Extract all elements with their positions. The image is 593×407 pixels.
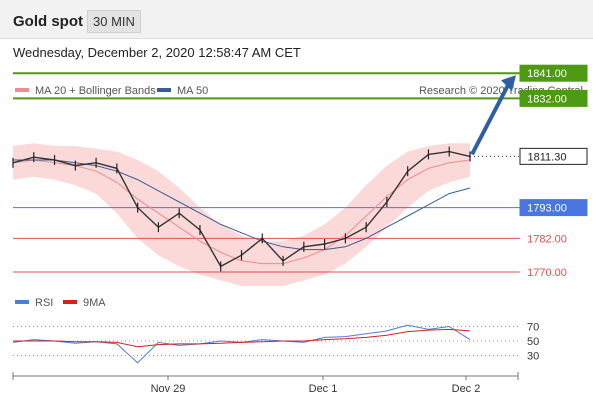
datetime-label: Wednesday, December 2, 2020 12:58:47 AM … (13, 45, 301, 60)
timeframe-button[interactable]: 30 MIN (87, 10, 141, 33)
legend-ma50-label: MA 50 (177, 85, 208, 97)
forecast-arrow (470, 84, 510, 156)
rsi-line (12, 324, 471, 364)
level-label: 1832.00 (527, 93, 567, 105)
level-label: 1782.00 (527, 233, 567, 245)
x-tick-label: Dec 1 (309, 383, 338, 395)
ma9-line (13, 328, 471, 348)
rsi-tick-label: 30 (527, 351, 539, 363)
ma9-legend-swatch (63, 300, 77, 304)
header-divider (0, 38, 593, 39)
ma9-legend-label: 9MA (83, 297, 106, 309)
level-label-box (519, 199, 588, 217)
x-tick-label: Nov 29 (151, 383, 186, 395)
level-label: 1793.00 (527, 203, 567, 215)
rsi-legend-label: RSI (35, 297, 53, 309)
x-tick-label: Dec 2 (452, 383, 481, 395)
level-label-box (519, 89, 588, 107)
rsi-tick-label: 70 (527, 322, 539, 334)
ma50-line (13, 159, 471, 251)
forecast-arrow-head (501, 75, 516, 92)
legend-swatch-ma50 (157, 88, 171, 92)
chart-title: Gold spot (13, 13, 83, 30)
legend-swatch-ma20 (15, 88, 29, 92)
rsi-tick-label: 50 (527, 336, 539, 348)
level-label: 1770.00 (527, 267, 567, 279)
legend-ma20-label: MA 20 + Bollinger Bands (35, 85, 156, 97)
level-label-box (519, 147, 588, 165)
bollinger-band (13, 143, 470, 286)
level-label-box (519, 64, 588, 82)
level-label: 1811.30 (528, 151, 567, 163)
level-label: 1841.00 (527, 68, 567, 80)
rsi-legend-swatch (15, 300, 29, 304)
